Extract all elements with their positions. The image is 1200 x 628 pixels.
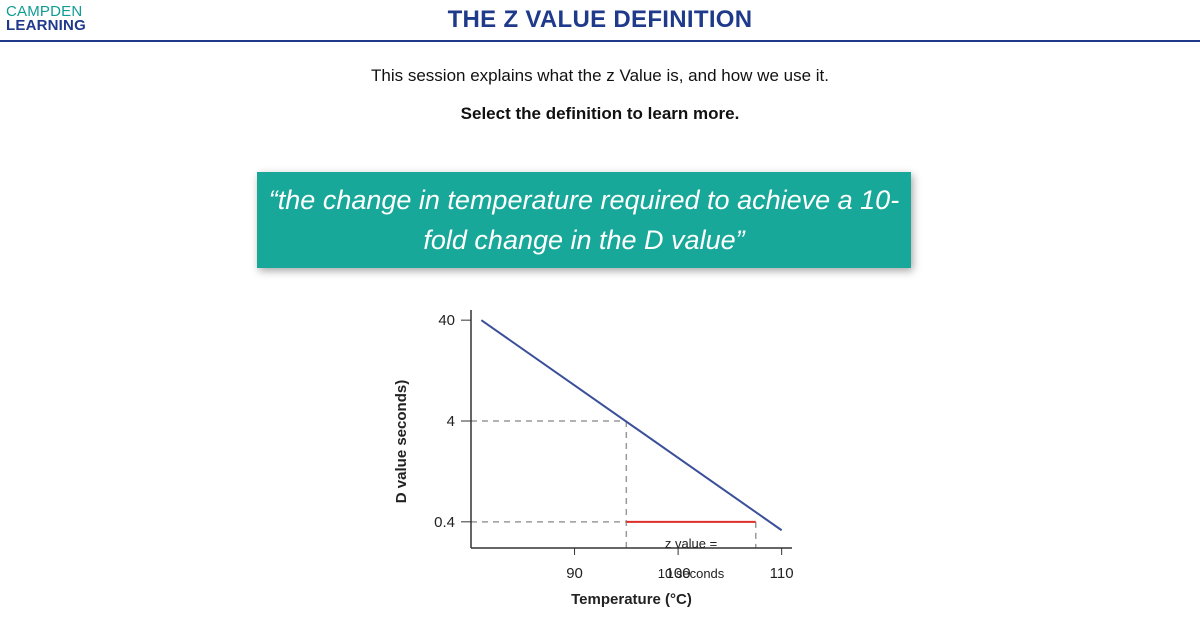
x-axis-label: Temperature (°C) [571,591,692,608]
y-axis-label: D value seconds) [393,380,410,503]
definition-text: “the change in temperature required to a… [268,185,900,255]
y-tick-label: 40 [438,312,455,329]
y-tick-label: 0.4 [434,514,455,531]
page-title: THE Z VALUE DEFINITION [447,6,753,33]
intro-text: This session explains what the z Value i… [371,66,829,85]
logo-line-1: CAMPDEN [6,3,83,20]
header-divider [0,40,1200,42]
x-tick-label: 100 [666,565,691,582]
instruction-text: Select the definition to learn more. [460,104,740,123]
y-ticks: 40 4 0.4 [434,312,471,531]
series-line [480,319,783,532]
y-tick-label: 4 [447,413,455,430]
x-tick-label: 90 [566,565,583,582]
campden-learning-logo[interactable]: CAMPDEN LEARNING [6,3,86,34]
x-tick-label: 110 [770,565,794,582]
series-group [480,319,783,532]
z-value-chart: 40 4 0.4 90 100 110 z value = 10 seconds Tem… [393,310,794,608]
guide-lines [471,420,757,548]
header: CAMPDEN LEARNING THE Z VALUE DEFINITION [0,0,1200,44]
z-value-annotation-line-2: 10 seconds [658,566,725,581]
definition-button[interactable]: “the change in temperature required to a… [257,172,911,268]
x-ticks: 90 100 110 [566,548,794,582]
z-value-annotation-line-1: z value = [665,536,717,551]
logo-line-2: LEARNING [6,17,86,34]
